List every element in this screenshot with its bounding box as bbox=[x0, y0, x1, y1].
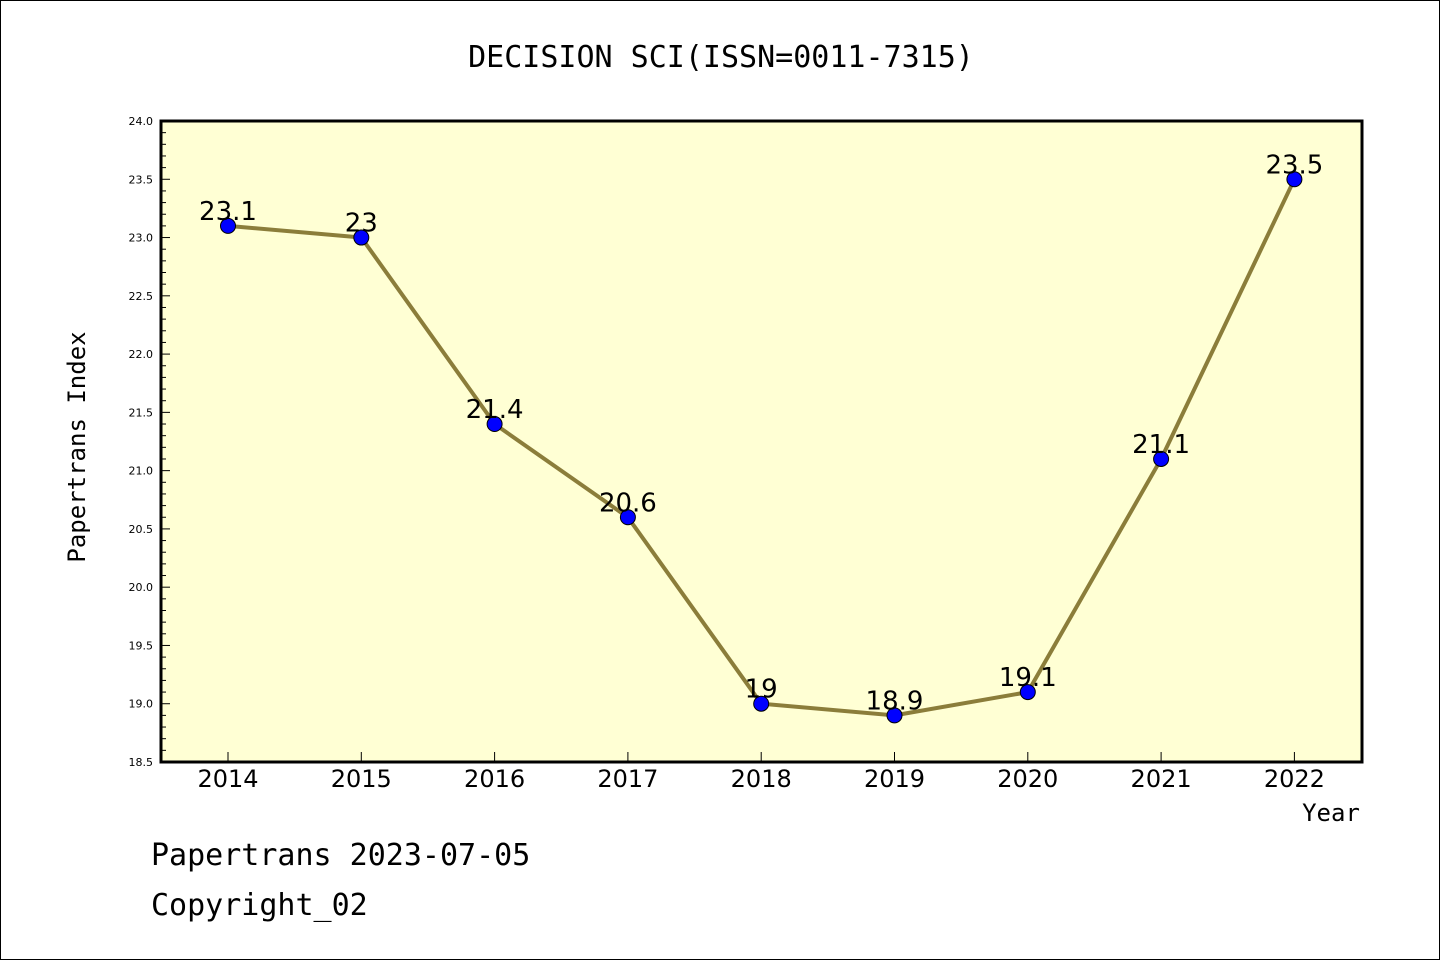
y-tick-label: 24.0 bbox=[129, 115, 154, 128]
data-point bbox=[886, 707, 903, 724]
y-tick-label: 19.0 bbox=[129, 698, 154, 711]
data-label: 18.9 bbox=[866, 686, 924, 716]
x-tick-label: 2015 bbox=[331, 765, 392, 793]
x-tick-label: 2017 bbox=[597, 765, 658, 793]
y-axis-ticks: 18.5 19.0 19.5 20.0 20.5 21.0 21.5 22.0 22.5 23.0… bbox=[129, 115, 170, 769]
data-point bbox=[1286, 171, 1303, 188]
data-labels: 23.1 23 21.4 20.6 19 18.9 19.1 21.1 23.5 bbox=[199, 150, 1323, 716]
data-label: 20.6 bbox=[599, 488, 657, 518]
y-tick-label: 19.5 bbox=[129, 639, 154, 652]
data-point bbox=[1153, 450, 1170, 467]
x-tick-label: 2020 bbox=[997, 765, 1058, 793]
data-label: 19.1 bbox=[999, 663, 1057, 693]
footer-copyright-text: Copyright_02 bbox=[151, 888, 368, 923]
x-tick-label: 2014 bbox=[197, 765, 258, 793]
y-tick-label: 21.0 bbox=[129, 465, 154, 478]
y-tick-label: 20.5 bbox=[129, 523, 154, 536]
y-tick-label: 20.0 bbox=[129, 581, 154, 594]
data-label: 19 bbox=[745, 675, 778, 705]
data-point bbox=[1019, 684, 1036, 701]
data-point bbox=[486, 416, 503, 433]
y-axis-label: Papertrans Index bbox=[63, 331, 91, 562]
data-label: 23.1 bbox=[199, 197, 257, 227]
x-tick-label: 2019 bbox=[864, 765, 925, 793]
x-axis-label: Year bbox=[1302, 799, 1360, 827]
x-axis-ticks: 2014 2015 2016 2017 2018 2019 2020 2021 2022 bbox=[197, 752, 1325, 793]
y-tick-label: 21.5 bbox=[129, 406, 154, 419]
data-point bbox=[353, 229, 370, 246]
data-point bbox=[619, 509, 636, 526]
chart-title: DECISION SCI(ISSN=0011-7315) bbox=[468, 40, 974, 75]
data-label: 21.1 bbox=[1132, 430, 1190, 460]
y-tick-label: 22.0 bbox=[129, 348, 154, 361]
y-tick-label: 22.5 bbox=[129, 290, 154, 303]
x-tick-label: 2016 bbox=[464, 765, 525, 793]
y-tick-label: 23.5 bbox=[129, 173, 154, 186]
data-point bbox=[220, 217, 236, 234]
footer-date-text: Papertrans 2023-07-05 bbox=[151, 838, 530, 873]
plot-frame bbox=[159, 119, 1364, 764]
data-markers bbox=[220, 171, 1303, 724]
x-tick-label: 2022 bbox=[1264, 765, 1325, 793]
x-tick-label: 2018 bbox=[731, 765, 792, 793]
plot-area bbox=[161, 121, 1362, 762]
data-point bbox=[753, 695, 770, 712]
y-tick-label: 23.0 bbox=[129, 232, 154, 245]
x-tick-label: 2021 bbox=[1131, 765, 1192, 793]
data-label: 21.4 bbox=[466, 395, 524, 425]
data-label: 23.5 bbox=[1265, 150, 1323, 180]
data-label: 23 bbox=[345, 209, 378, 239]
y-tick-label: 18.5 bbox=[129, 756, 154, 769]
